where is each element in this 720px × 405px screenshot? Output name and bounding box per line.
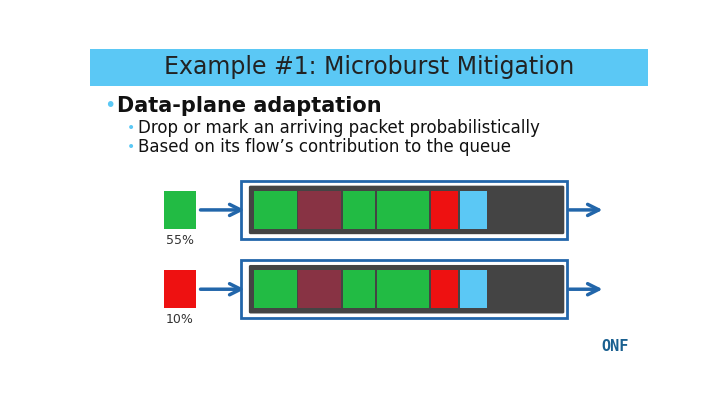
Text: Based on its flow’s contribution to the queue: Based on its flow’s contribution to the … [138, 138, 511, 156]
Bar [241, 181, 567, 239]
Text: •: • [127, 140, 135, 154]
Bar [299, 191, 341, 229]
Bar [343, 271, 375, 308]
FancyBboxPatch shape [249, 185, 564, 234]
Text: 10%: 10% [166, 313, 194, 326]
Text: •: • [127, 121, 135, 135]
Bar [343, 191, 375, 229]
Bar [459, 271, 487, 308]
FancyBboxPatch shape [249, 265, 564, 313]
Bar [431, 271, 458, 308]
Bar [299, 271, 341, 308]
Bar [377, 271, 429, 308]
Text: Data-plane adaptation: Data-plane adaptation [117, 96, 382, 115]
Bar [254, 191, 297, 229]
Bar [459, 191, 487, 229]
Text: 55%: 55% [166, 234, 194, 247]
Bar [241, 260, 567, 318]
Bar [163, 191, 196, 229]
Bar [163, 270, 196, 309]
Text: Drop or mark an arriving packet probabilistically: Drop or mark an arriving packet probabil… [138, 119, 540, 137]
Bar [377, 191, 429, 229]
Bar [254, 271, 297, 308]
Bar [90, 49, 648, 85]
Text: ONF: ONF [601, 339, 629, 354]
Text: Example #1: Microburst Mitigation: Example #1: Microburst Mitigation [164, 55, 574, 79]
Bar [431, 191, 458, 229]
Text: •: • [104, 96, 115, 115]
